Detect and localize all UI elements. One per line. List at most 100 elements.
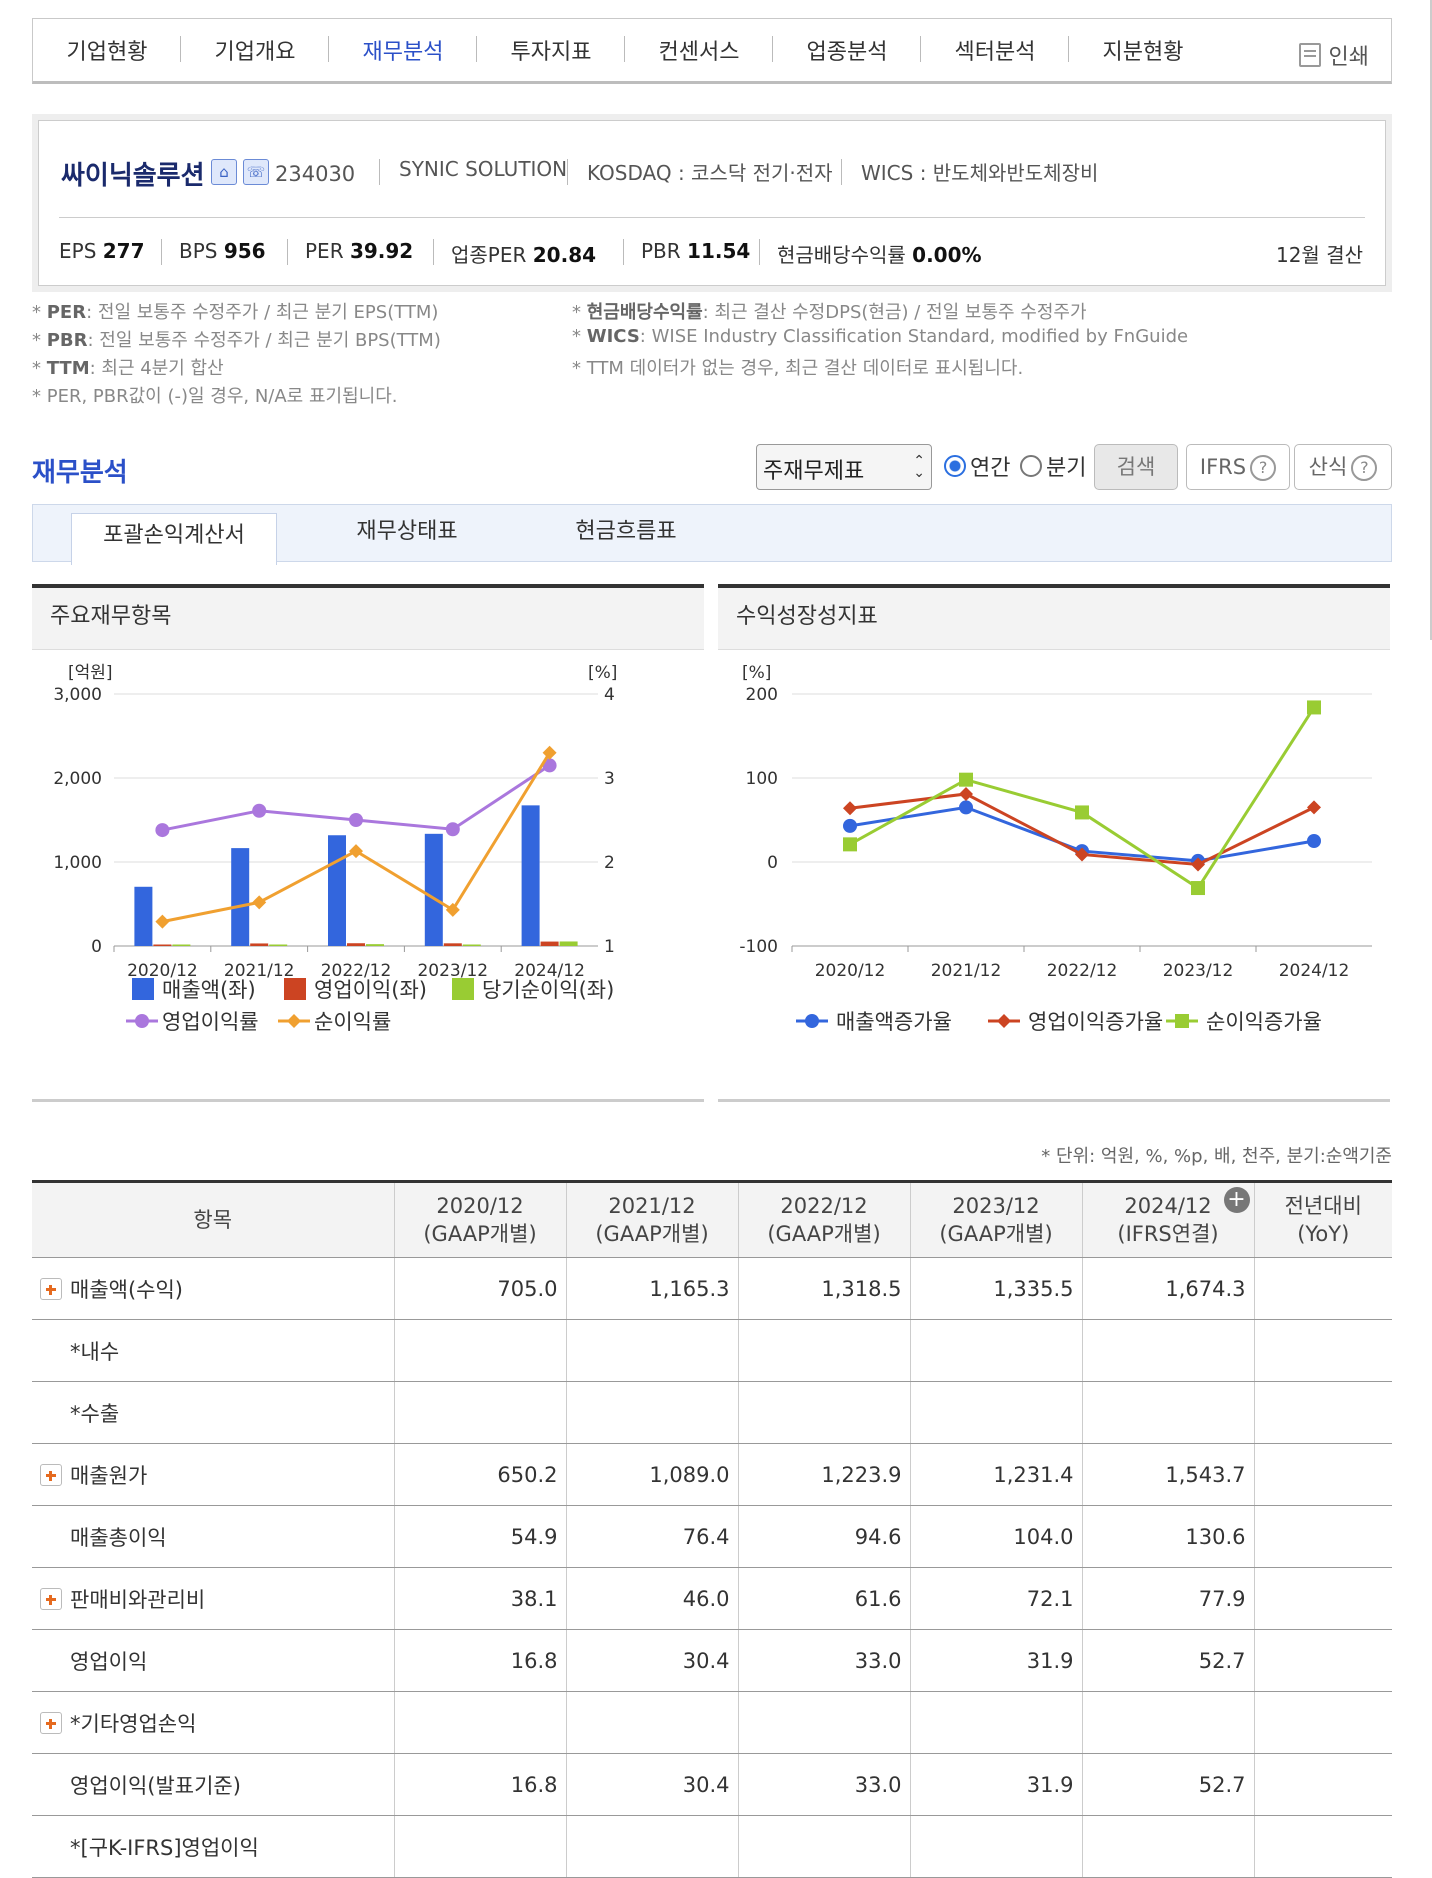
bar-0 (134, 886, 153, 946)
home-icon[interactable]: ⌂ (211, 159, 237, 185)
line-point (542, 758, 557, 773)
table-cell: 54.9 (393, 1505, 566, 1568)
table-cell: 1,543.7 (1081, 1443, 1254, 1506)
expand-plus-icon[interactable] (40, 1278, 62, 1300)
bar-2 (172, 944, 191, 946)
table-cell: 705.0 (393, 1257, 566, 1320)
nav-tab-consensus[interactable]: 컨센서스 (625, 34, 773, 66)
legend-marker (1175, 1014, 1189, 1028)
statement-type-select[interactable]: 주재무제표 ⌃ ⌄ (756, 444, 932, 490)
line-point (252, 803, 267, 818)
legend-label: 당기순이익(좌) (482, 978, 614, 1002)
formula-help-button[interactable]: 산식? (1294, 444, 1392, 490)
row-label[interactable]: 매출원가 (32, 1443, 394, 1506)
tab-balance-sheet[interactable]: 재무상태표 (356, 519, 458, 544)
table-row: 영업이익 16.8 30.4 33.0 31.9 52.7 (32, 1629, 1392, 1692)
page-scrollbar-edge (1430, 0, 1432, 640)
chart-panel-key-financials: 주요재무항목 [억원] [%] 0 1 1,000 2 2,000 3 3,000 4 2020/1… (32, 584, 704, 1102)
bar-1 (443, 943, 462, 946)
pbr-stat: PBR 11.54 (641, 239, 751, 263)
chevron-updown-icon: ⌃ ⌄ (913, 453, 925, 481)
x-tick-label: 2021/12 (224, 961, 295, 981)
table-cell (1253, 1319, 1392, 1382)
legend-marker (135, 1014, 149, 1028)
tab-cash-flow[interactable]: 현금흐름표 (575, 519, 677, 544)
line-point (959, 786, 973, 801)
table-cell (1253, 1443, 1392, 1506)
row-label: 매출총이익 (32, 1505, 394, 1568)
phone-icon[interactable]: ☏ (243, 159, 269, 185)
eps-stat: EPS 277 (59, 239, 145, 263)
table-cell (1081, 1381, 1254, 1444)
table-cell (909, 1319, 1082, 1382)
print-button[interactable]: 인쇄 (1298, 39, 1369, 71)
table-cell: 650.2 (393, 1443, 566, 1506)
table-cell: 61.6 (737, 1567, 910, 1630)
table-cell (565, 1815, 738, 1878)
table-cell (1253, 1753, 1392, 1816)
table-cell: 31.9 (909, 1753, 1082, 1816)
table-cell: 1,231.4 (909, 1443, 1082, 1506)
table-cell: 94.6 (737, 1505, 910, 1568)
x-tick-label: 2020/12 (127, 961, 198, 981)
table-cell (909, 1815, 1082, 1878)
nav-tab-company-status[interactable]: 기업현황 (33, 34, 181, 66)
header-item: 항목 (32, 1181, 394, 1258)
row-label: *수출 (32, 1381, 394, 1444)
table-cell: 1,318.5 (737, 1257, 910, 1320)
expand-plus-icon[interactable] (40, 1464, 62, 1486)
row-label[interactable]: 판매비와관리비 (32, 1567, 394, 1630)
nav-tab-investment-indicators[interactable]: 투자지표 (477, 34, 625, 66)
tab-income-statement[interactable]: 포괄손익계산서 (71, 513, 277, 565)
row-label[interactable]: 매출액(수익) (32, 1257, 394, 1320)
radio-annual[interactable]: 연간 (944, 450, 1010, 482)
bar-0 (328, 835, 346, 946)
y-tick-label: 200 (746, 685, 778, 705)
table-cell (1253, 1505, 1392, 1568)
y-tick-label: 1,000 (53, 853, 102, 873)
legend-label: 순이익증가율 (1206, 1010, 1322, 1034)
row-label[interactable]: *기타영업손익 (32, 1691, 394, 1754)
note-wics: * WICS: WISE Industry Classification Sta… (572, 326, 1189, 347)
legend-swatch (284, 978, 306, 1000)
radio-unselected-icon (1020, 455, 1042, 477)
income-statement-table: 항목 2020/12 (GAAP개별) 2021/12 (GAAP개별) 2022/… (32, 1180, 1392, 1878)
header-col-yoy: 전년대비 (YoY) (1253, 1181, 1392, 1258)
line-point (843, 801, 857, 816)
table-cell (909, 1691, 1082, 1754)
nav-tab-industry-analysis[interactable]: 업종분석 (773, 34, 921, 66)
nav-tab-company-overview[interactable]: 기업개요 (181, 34, 329, 66)
nav-tab-shareholding[interactable]: 지분현황 (1102, 40, 1184, 65)
search-button[interactable]: 검색 (1094, 444, 1178, 490)
radio-quarter[interactable]: 분기 (1020, 450, 1086, 482)
company-name: 싸이닉솔루션 (61, 161, 205, 191)
ifrs-help-button[interactable]: IFRS? (1186, 444, 1290, 490)
divider (567, 159, 568, 185)
chart-panel-growth: 수익성장성지표 [%] -100 0 100 200 2020/12 2021/12 2022… (718, 584, 1390, 1102)
x-tick-label: 2024/12 (514, 961, 585, 981)
add-column-icon[interactable]: + (1223, 1187, 1250, 1213)
table-cell (393, 1691, 566, 1754)
nav-tab-financial-analysis[interactable]: 재무분석 (329, 34, 477, 66)
note-dividend: * 현금배당수익률: 최근 결산 수정DPS(현금) / 전일 보통주 수정주가 (572, 302, 1087, 323)
bar-0 (424, 833, 443, 946)
market-info: KOSDAQ : 코스닥 전기·전자 (587, 161, 833, 185)
y-tick-label: -100 (739, 937, 778, 957)
table-cell (737, 1691, 910, 1754)
question-icon: ? (1351, 455, 1378, 481)
sector-per-stat: 업종PER 20.84 (451, 243, 597, 267)
expand-plus-icon[interactable] (40, 1712, 62, 1734)
radio-selected-icon (944, 455, 966, 477)
note-pbr: * PBR: 전일 보통주 수정주가 / 최근 분기 BPS(TTM) (32, 330, 441, 351)
table-cell: 52.7 (1081, 1629, 1254, 1692)
x-tick-label: 2020/12 (815, 961, 886, 981)
table-cell: 46.0 (565, 1567, 738, 1630)
y-tick-label: 100 (746, 769, 778, 789)
expand-plus-icon[interactable] (40, 1588, 62, 1610)
table-cell (1253, 1629, 1392, 1692)
header-col: 2024/12 (IFRS연결) + (1081, 1181, 1254, 1258)
dividend-yield-stat: 현금배당수익률 0.00% (777, 243, 982, 267)
y-tick-label: 0 (767, 853, 778, 873)
nav-tab-sector-analysis[interactable]: 섹터분석 (921, 34, 1069, 66)
line-point (155, 914, 170, 929)
